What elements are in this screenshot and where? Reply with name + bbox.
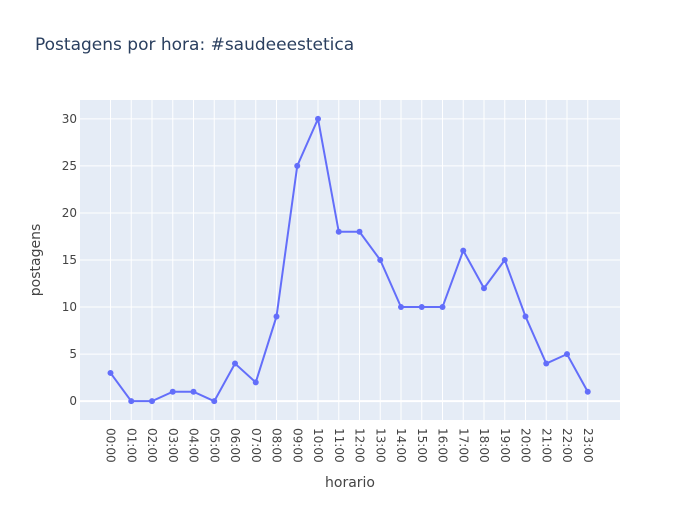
data-point[interactable] — [335, 228, 342, 235]
x-tick-label: 14:00 — [394, 428, 408, 463]
x-tick-label: 23:00 — [581, 428, 595, 463]
data-point[interactable] — [418, 304, 425, 311]
data-point[interactable] — [128, 398, 135, 405]
x-tick-label: 22:00 — [560, 428, 574, 463]
x-tick-label: 13:00 — [373, 428, 387, 463]
x-tick-label: 01:00 — [124, 428, 138, 463]
x-tick-label: 17:00 — [456, 428, 470, 463]
x-tick-label: 08:00 — [270, 428, 284, 463]
x-tick-label: 12:00 — [353, 428, 367, 463]
data-point[interactable] — [481, 285, 487, 292]
data-point[interactable] — [252, 379, 259, 386]
x-tick-label: 03:00 — [166, 428, 180, 463]
data-point[interactable] — [315, 115, 321, 122]
x-tick-label: 18:00 — [477, 428, 491, 463]
x-axis-label: horario — [325, 475, 375, 491]
y-tick-label: 15 — [62, 253, 77, 267]
data-point[interactable] — [543, 360, 550, 367]
x-tick-label: 00:00 — [104, 428, 118, 463]
x-tick-label: 19:00 — [498, 428, 512, 463]
y-axis-label: postagens — [28, 224, 44, 296]
data-point[interactable] — [149, 398, 155, 405]
data-point[interactable] — [356, 228, 363, 235]
data-point[interactable] — [398, 304, 404, 311]
x-tick-label: 21:00 — [539, 428, 553, 463]
x-tick-label: 16:00 — [436, 428, 450, 463]
data-points — [107, 115, 591, 405]
y-tick-label: 10 — [62, 300, 77, 314]
data-point[interactable] — [564, 351, 570, 358]
x-tick-label: 09:00 — [290, 428, 304, 463]
y-tick-label: 0 — [69, 394, 77, 408]
chart-title: Postagens por hora: #saudeeestetica — [35, 35, 354, 55]
data-point[interactable] — [107, 369, 114, 376]
data-point[interactable] — [377, 257, 384, 263]
data-point[interactable] — [460, 247, 467, 254]
x-tick-label: 04:00 — [187, 428, 201, 463]
x-tick-label: 15:00 — [415, 428, 429, 463]
data-point[interactable] — [169, 388, 176, 395]
data-point[interactable] — [522, 313, 529, 320]
data-point[interactable] — [294, 162, 301, 169]
data-point[interactable] — [439, 304, 446, 311]
data-point[interactable] — [232, 360, 238, 367]
data-point[interactable] — [501, 257, 508, 263]
y-tick-label: 30 — [62, 112, 77, 126]
x-tick-label: 11:00 — [332, 428, 346, 463]
y-tick-label: 25 — [62, 159, 77, 173]
y-tick-labels: 0 5 10 15 20 25 30 — [62, 112, 77, 408]
x-tick-label: 10:00 — [311, 428, 325, 463]
series-line — [109, 115, 589, 403]
x-tick-label: 07:00 — [249, 428, 263, 463]
x-tick-label: 06:00 — [228, 428, 242, 463]
data-point[interactable] — [273, 313, 280, 320]
y-tick-label: 20 — [62, 206, 77, 220]
grid-lines — [80, 100, 620, 420]
data-point[interactable] — [211, 398, 218, 405]
x-tick-label: 02:00 — [145, 428, 159, 463]
x-tick-label: 20:00 — [519, 428, 533, 463]
x-tick-labels: 00:00 01:00 02:00 03:00 04:00 05:00 06:00 07:00… — [104, 428, 595, 463]
data-point[interactable] — [190, 388, 197, 395]
x-tick-label: 05:00 — [207, 428, 221, 463]
data-point[interactable] — [584, 388, 591, 395]
y-tick-label: 5 — [69, 347, 77, 361]
